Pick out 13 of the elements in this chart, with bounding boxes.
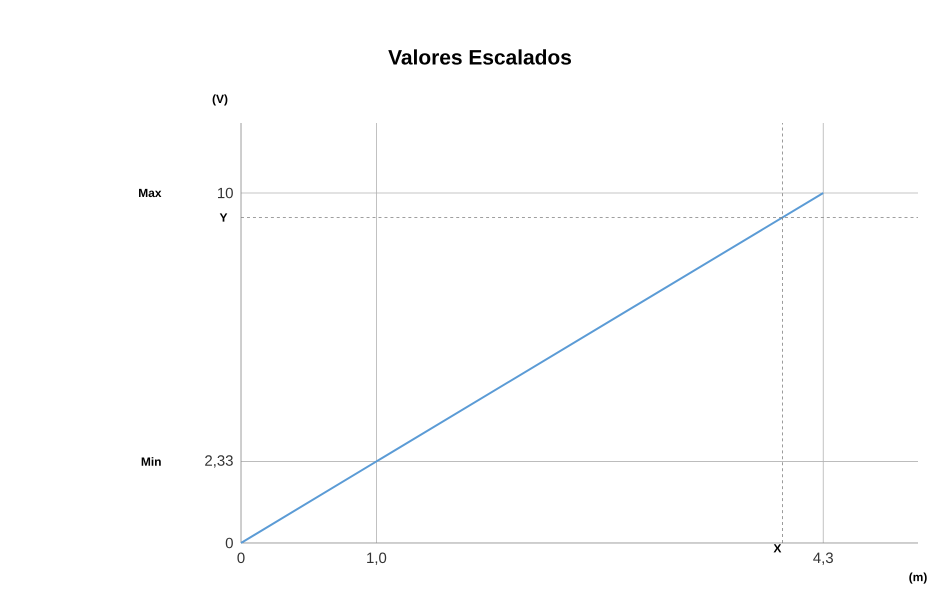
y-tick-label: 2,33	[205, 455, 233, 468]
ref-line-label: X	[774, 544, 782, 552]
text: Max	[139, 188, 162, 198]
x-tick-label: 4,3	[813, 552, 833, 565]
x-axis-title: (m)	[909, 572, 927, 584]
y-axis-title: (V)	[212, 94, 228, 106]
x-tick-label: 1,0	[367, 552, 386, 565]
x-tick-label: 0	[237, 552, 245, 564]
y-tick-label: 0	[226, 538, 233, 548]
chart-title: Valores Escalados	[388, 49, 572, 65]
text: Min	[142, 457, 161, 466]
y-tick-label: 10	[218, 188, 233, 198]
ref-line-label: Y	[220, 213, 228, 222]
